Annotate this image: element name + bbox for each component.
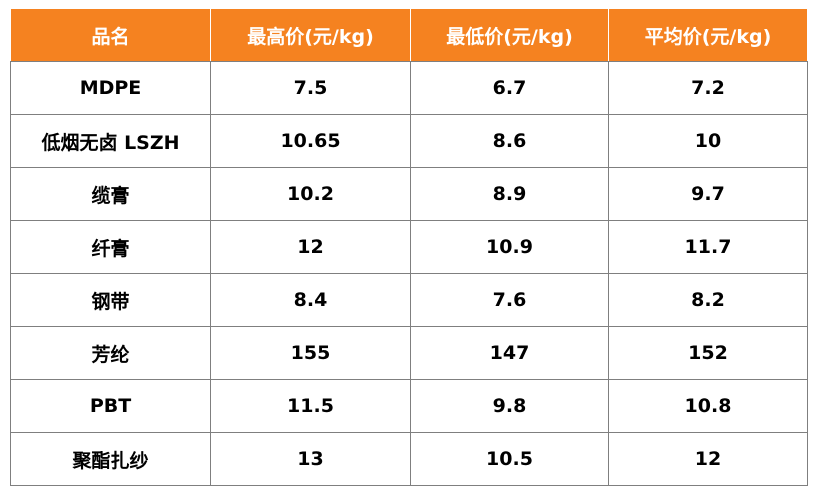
cell-min-price: 10.5 [410, 432, 609, 486]
table-row: PBT 11.5 9.8 10.8 [10, 379, 808, 433]
cell-max-price: 10.2 [210, 167, 411, 221]
table-row: MDPE 7.5 6.7 7.2 [10, 61, 808, 115]
cell-min-price: 8.9 [410, 167, 609, 221]
cell-avg-price: 10.8 [608, 379, 808, 433]
cell-min-price: 8.6 [410, 114, 609, 168]
table-header-row: 品名 最高价(元/kg) 最低价(元/kg) 平均价(元/kg) [10, 8, 808, 62]
cell-min-price: 10.9 [410, 220, 609, 274]
cell-product-name: 缆膏 [10, 167, 211, 221]
cell-max-price: 8.4 [210, 273, 411, 327]
table-row: 低烟无卤 LSZH 10.65 8.6 10 [10, 114, 808, 168]
cell-max-price: 12 [210, 220, 411, 274]
cell-min-price: 6.7 [410, 61, 609, 115]
cell-product-name: PBT [10, 379, 211, 433]
cell-product-name: 钢带 [10, 273, 211, 327]
cell-avg-price: 152 [608, 326, 808, 380]
cell-min-price: 9.8 [410, 379, 609, 433]
cell-avg-price: 10 [608, 114, 808, 168]
cell-max-price: 7.5 [210, 61, 411, 115]
cell-min-price: 7.6 [410, 273, 609, 327]
table-row: 缆膏 10.2 8.9 9.7 [10, 167, 808, 221]
cell-product-name: 低烟无卤 LSZH [10, 114, 211, 168]
price-table-container: 品名 最高价(元/kg) 最低价(元/kg) 平均价(元/kg) MDPE 7.… [10, 8, 808, 486]
cell-min-price: 147 [410, 326, 609, 380]
cell-product-name: 聚酯扎纱 [10, 432, 211, 486]
header-product-name: 品名 [10, 8, 211, 62]
price-table: 品名 最高价(元/kg) 最低价(元/kg) 平均价(元/kg) MDPE 7.… [10, 8, 808, 486]
cell-max-price: 10.65 [210, 114, 411, 168]
header-max-price: 最高价(元/kg) [210, 8, 411, 62]
cell-product-name: 芳纶 [10, 326, 211, 380]
table-row: 聚酯扎纱 13 10.5 12 [10, 432, 808, 486]
table-row: 纤膏 12 10.9 11.7 [10, 220, 808, 274]
header-avg-price: 平均价(元/kg) [608, 8, 808, 62]
cell-product-name: 纤膏 [10, 220, 211, 274]
cell-avg-price: 8.2 [608, 273, 808, 327]
cell-max-price: 11.5 [210, 379, 411, 433]
table-row: 钢带 8.4 7.6 8.2 [10, 273, 808, 327]
cell-max-price: 13 [210, 432, 411, 486]
cell-avg-price: 9.7 [608, 167, 808, 221]
cell-avg-price: 11.7 [608, 220, 808, 274]
table-row: 芳纶 155 147 152 [10, 326, 808, 380]
cell-product-name: MDPE [10, 61, 211, 115]
cell-avg-price: 7.2 [608, 61, 808, 115]
header-min-price: 最低价(元/kg) [410, 8, 609, 62]
cell-avg-price: 12 [608, 432, 808, 486]
cell-max-price: 155 [210, 326, 411, 380]
